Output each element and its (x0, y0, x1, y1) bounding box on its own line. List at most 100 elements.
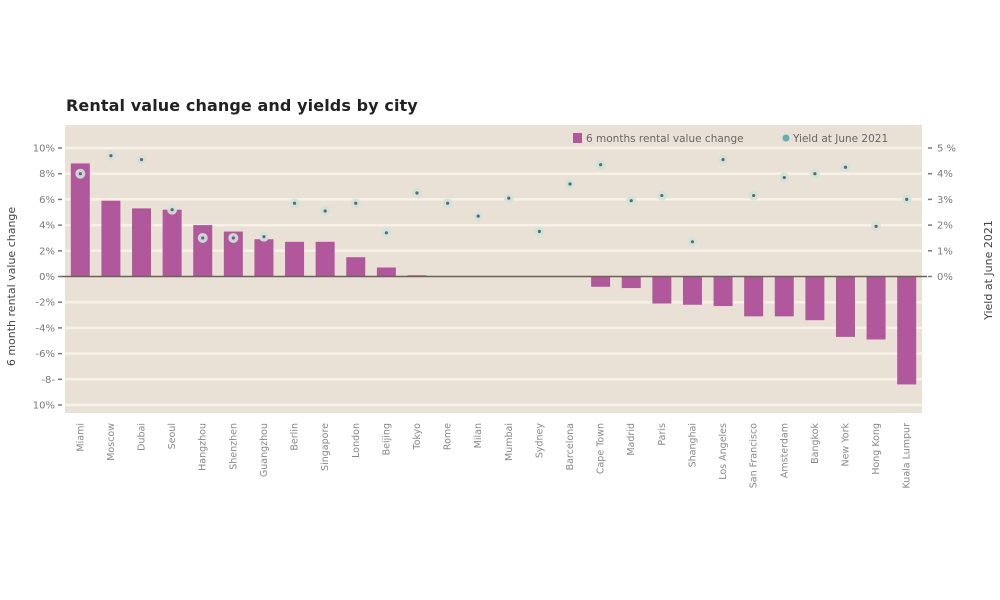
yield-dot-core (752, 193, 756, 198)
yield-dot (656, 190, 667, 201)
yield-dot (75, 168, 86, 179)
y2-tick-label: 2% (937, 221, 953, 232)
bar (162, 209, 182, 277)
x-tick-label: Kuala Lumpur (902, 423, 913, 489)
yield-dot (197, 232, 208, 243)
yield-dot-core (415, 191, 419, 195)
yield-dot-core (323, 209, 327, 213)
yield-dot (595, 159, 606, 170)
y2-tick-label: 3% (937, 195, 953, 206)
legend-dot-swatch (782, 134, 790, 142)
x-tick-label: Dubai (137, 423, 148, 451)
yield-dot (167, 204, 178, 215)
chart-title: Rental value change and yields by city (66, 96, 418, 115)
yield-dot-core (384, 231, 388, 235)
x-tick-label: Shanghai (687, 423, 698, 467)
yield-dot-core (629, 199, 633, 203)
y-tick-label: -2% (36, 298, 55, 309)
yield-dot (748, 190, 759, 201)
x-tick-label: Hangzhou (198, 423, 209, 471)
y-tick-label: -6% (36, 349, 55, 360)
yield-dot-core (507, 196, 511, 200)
bar (315, 241, 335, 277)
bar (591, 276, 611, 287)
bar (223, 231, 243, 277)
x-axis: Miami Moscow Dubai Seoul Hangzhou Shenzhen Gua… (75, 423, 912, 489)
x-tick-label: Paris (657, 423, 668, 446)
yield-dot (411, 187, 422, 198)
y-tick-label: 10% (33, 401, 55, 412)
yield-dot-core (445, 201, 450, 205)
yield-dot (809, 168, 820, 179)
dot-series (75, 150, 912, 247)
x-tick-label: Rome (443, 423, 454, 450)
yield-dot (320, 205, 331, 216)
y-axis-left: 10% 8% 6% 4% 2% 0% -2% -4% -6% -8- 10% (33, 144, 62, 412)
yield-dot-core (109, 154, 113, 158)
x-tick-label: Mumbai (504, 423, 515, 461)
bar (652, 276, 672, 304)
yield-dot (779, 172, 790, 183)
yield-dot (350, 198, 361, 209)
x-tick-label: Miami (75, 423, 86, 452)
bar (866, 276, 886, 340)
bar (132, 208, 152, 277)
legend-dot-label: Yield at June 2021 (792, 133, 888, 145)
yield-dot-core (782, 175, 786, 180)
x-tick-label: Barcelona (565, 423, 576, 470)
yield-dot-core (537, 229, 542, 234)
bar (70, 163, 90, 277)
y2-tick-label: 1% (937, 246, 953, 257)
x-tick-label: Bangkok (810, 423, 821, 464)
x-tick-label: Hong Kong (871, 423, 882, 475)
x-tick-label: London (351, 423, 362, 458)
x-tick-label: Amsterdam (779, 423, 790, 478)
bar (254, 239, 274, 277)
y2-tick-label: 5 % (937, 144, 956, 155)
yield-dot-core (568, 182, 572, 186)
yield-dot-core (690, 240, 695, 244)
yield-dot (565, 178, 576, 189)
x-tick-label: San Francisco (749, 423, 760, 488)
y-tick-label: 6% (39, 195, 55, 206)
yield-dot (718, 154, 729, 165)
x-tick-label: Beijing (381, 423, 392, 455)
bar (193, 225, 213, 277)
yield-dot (136, 154, 147, 165)
yield-dot (626, 195, 637, 206)
yield-dot (503, 193, 514, 204)
y-axis-right-title: Yield at June 2021 (982, 220, 995, 321)
x-tick-label: Sydney (534, 423, 545, 459)
y-tick-label: 10% (33, 144, 55, 155)
yield-dot-core (201, 236, 205, 240)
x-tick-label: Moscow (106, 423, 117, 461)
x-tick-label: Guangzhou (259, 423, 270, 477)
yield-dot-core (905, 197, 909, 201)
x-tick-label: Los Angeles (718, 423, 729, 480)
yield-dot (105, 150, 116, 161)
x-tick-label: Tokyo (412, 423, 423, 451)
x-tick-label: Madrid (626, 423, 637, 456)
x-tick-label: Milan (473, 423, 484, 448)
bar (805, 276, 825, 321)
yield-dot-core (721, 157, 725, 162)
x-tick-label: Seoul (167, 423, 178, 449)
yield-dot (534, 226, 545, 237)
yield-dot-core (231, 236, 235, 240)
x-tick-label: Singapore (320, 423, 331, 471)
yield-dot (840, 162, 851, 173)
y-tick-label: -4% (36, 323, 55, 334)
gridlines (65, 146, 922, 407)
y-tick-label: 8% (39, 169, 55, 180)
yield-dot (901, 194, 912, 205)
x-tick-label: New York (840, 423, 851, 467)
y2-tick-label: 0% (937, 272, 953, 283)
yield-dot-core (660, 193, 664, 198)
yield-dot-core (139, 157, 144, 162)
yield-dot (442, 198, 453, 209)
yield-dot-core (262, 235, 266, 239)
y-axis-left-title: 6 month rental value change (5, 207, 18, 367)
y-tick-label: -8- (41, 375, 55, 386)
legend-bar-swatch (573, 133, 582, 143)
